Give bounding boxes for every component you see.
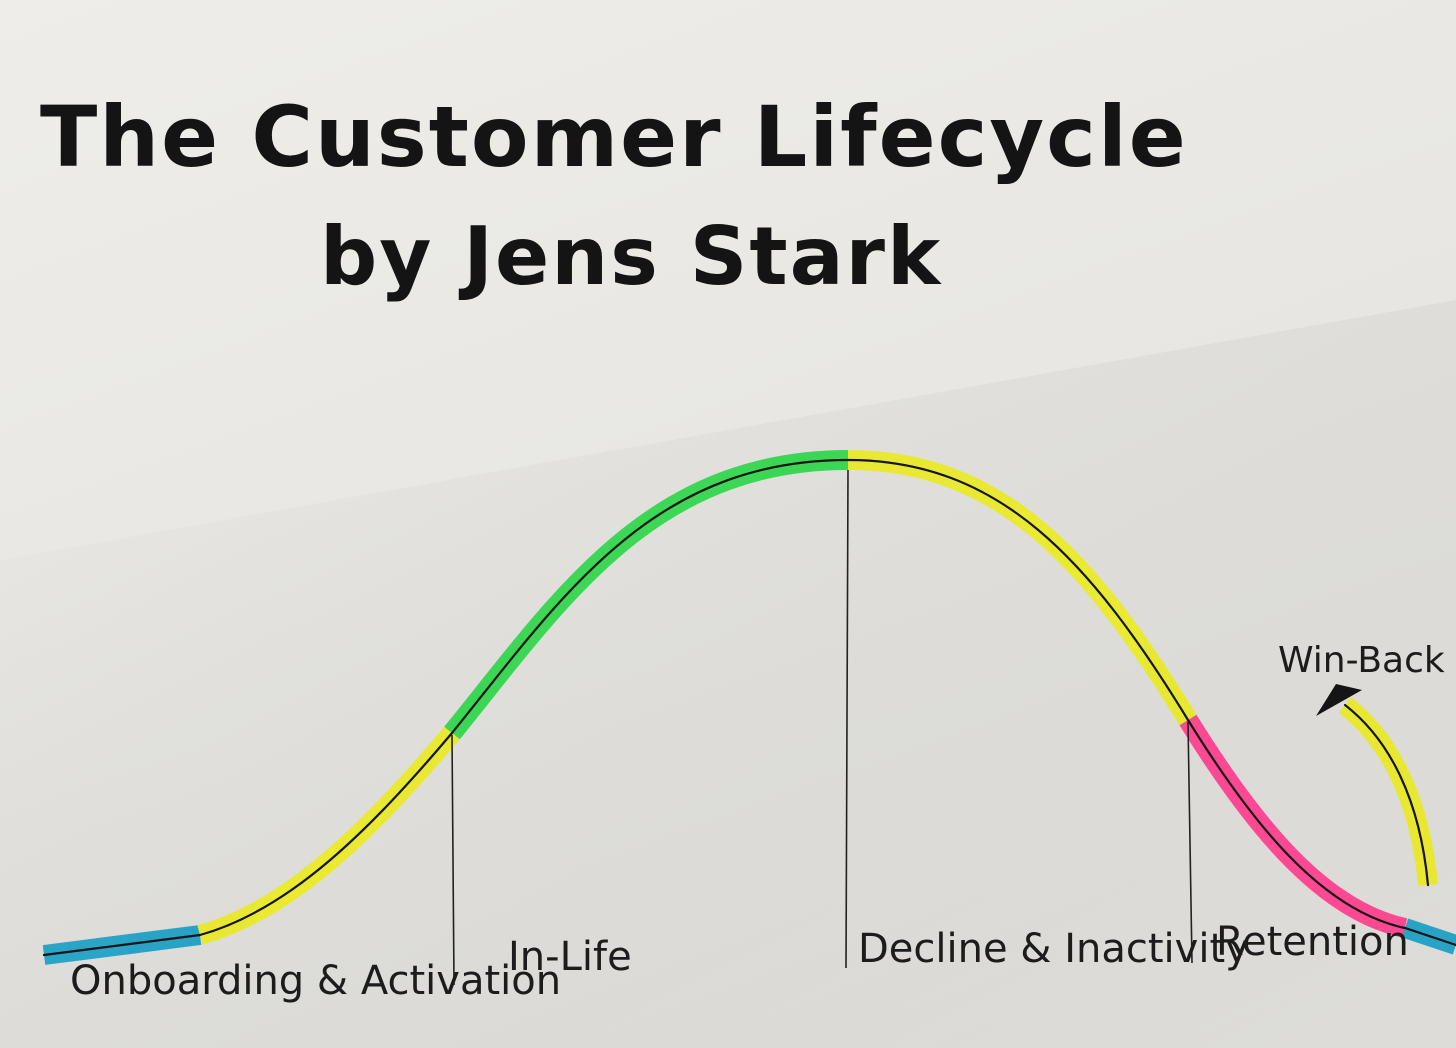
segment-win-back-yellow: [1338, 697, 1438, 886]
ink-curve: [42, 458, 1456, 957]
divider-onboarding-in-life: [451, 734, 455, 986]
divider-in-life-decline: [845, 469, 849, 969]
win-back-label: Win-Back: [1278, 640, 1445, 681]
stage-label-onboarding: Onboarding & Activation: [70, 958, 561, 1004]
segment-decline-yellow: [847, 450, 1197, 726]
stage-label-decline: Decline & Inactivity: [858, 926, 1249, 972]
win-back-arrowhead: [1316, 684, 1362, 716]
segment-onboarding-yellow: [197, 726, 460, 945]
lifecycle-curve: [42, 458, 1456, 957]
stage-dividers: [451, 469, 1193, 986]
diagram-author: by Jens Stark: [320, 210, 943, 303]
stage-label-in-life: In-Life: [508, 934, 632, 980]
stage-label-retention: Retention: [1216, 919, 1409, 965]
segment-retention-pink: [1179, 714, 1408, 938]
divider-decline-retention: [1187, 721, 1193, 964]
win-back-curve: [1343, 703, 1430, 887]
highlight-segments: [42, 450, 1456, 965]
segment-in-life-green: [444, 450, 849, 740]
diagram-title: The Customer Lifecycle: [40, 88, 1188, 186]
